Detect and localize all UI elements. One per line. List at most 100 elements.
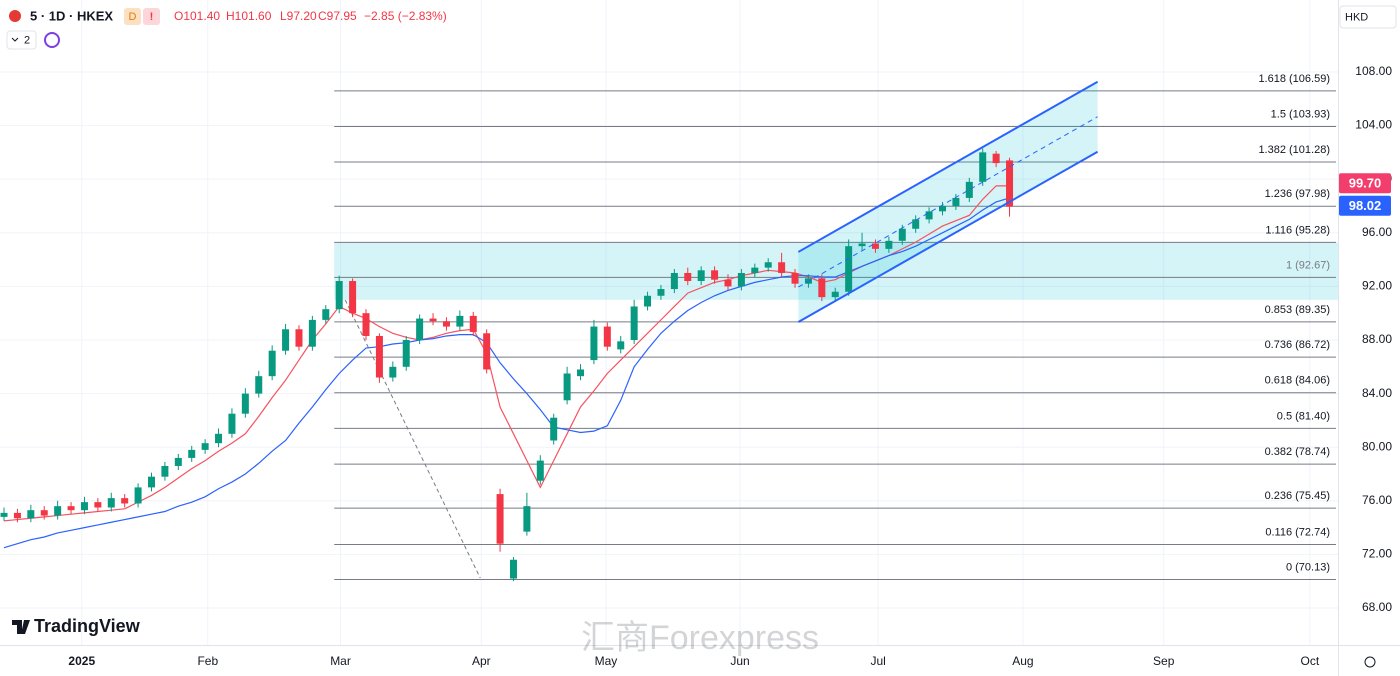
candle-body (389, 366, 397, 378)
watermark: 汇商Forexpress (581, 619, 819, 657)
fib-label: 1.236 (97.98) (1265, 188, 1330, 200)
y-tick-label: 80.00 (1362, 439, 1392, 453)
y-tick-label: 76.00 (1362, 493, 1392, 507)
badge[interactable] (143, 8, 160, 25)
candle-body (831, 291, 839, 298)
x-tick-label: Oct (1301, 654, 1320, 668)
candle-body (161, 465, 169, 477)
candle-body (845, 246, 853, 292)
fib-label: 0.5 (81.40) (1277, 410, 1330, 422)
candle-body (724, 279, 732, 287)
candle-body (523, 506, 531, 532)
candle-body (952, 197, 960, 206)
ohlc-high: H101.60 (226, 9, 272, 23)
badge[interactable] (124, 8, 141, 25)
fib-label: 1.382 (101.28) (1258, 144, 1330, 156)
candle-body (402, 339, 410, 367)
candle-body (295, 329, 303, 347)
badge-text: ! (150, 11, 154, 23)
refresh-icon[interactable] (44, 32, 60, 48)
candle-body (174, 457, 182, 466)
candle-body (268, 350, 276, 377)
candle-body (965, 181, 973, 198)
candle-body (751, 267, 759, 273)
candle-body (456, 315, 464, 327)
candle-body (188, 449, 196, 458)
fib-label: 1.5 (103.93) (1271, 108, 1330, 120)
x-tick-label: Jun (730, 654, 749, 668)
candle-body (215, 433, 223, 444)
candle-body (791, 272, 799, 284)
candle-body (858, 243, 866, 247)
symbol: 5 · 1D · HKEX (30, 8, 113, 23)
ohlc-close: C97.95 (318, 9, 357, 23)
candle-body (147, 476, 155, 488)
indicator-count: 2 (24, 34, 30, 46)
candle-body (577, 369, 585, 377)
candle-body (80, 502, 88, 511)
grid-layer (0, 0, 1338, 645)
settings-icon[interactable] (1364, 656, 1376, 668)
brand: TradingView (34, 616, 141, 636)
currency-box[interactable] (1339, 5, 1397, 29)
candle-body (0, 512, 8, 517)
channel-upper (797, 80, 1099, 253)
candle-body (201, 443, 209, 450)
candle-body (684, 272, 692, 282)
candle-body (925, 211, 933, 220)
candle-body (938, 205, 946, 212)
channel-lower (797, 150, 1099, 323)
candle-body (228, 413, 236, 434)
ohlc-change: −2.85 (−2.83%) (364, 9, 447, 23)
candle-body (871, 243, 879, 249)
candle-body (429, 318, 437, 322)
candle-body (670, 272, 678, 290)
candle-body (778, 262, 786, 273)
fib-label: 1.618 (106.59) (1258, 73, 1330, 85)
y-tick-label: 104.00 (1355, 118, 1392, 132)
candle-body (308, 319, 316, 347)
fib-label: 0 (70.13) (1286, 561, 1330, 573)
candle-body (13, 512, 21, 519)
fib-label: 0.736 (86.72) (1265, 339, 1330, 351)
moving-average (3, 197, 1010, 549)
y-tick-label: 108.00 (1355, 64, 1392, 78)
candle-body (94, 502, 102, 508)
indicator-toggle[interactable] (6, 30, 37, 50)
candle-body (322, 309, 330, 320)
fib-label: 0.116 (72.74) (1265, 526, 1330, 538)
candle-body (335, 281, 343, 310)
candle-body (563, 373, 571, 401)
candle-body (241, 393, 249, 414)
y-tick-label: 88.00 (1362, 332, 1392, 346)
price-label-box (1339, 173, 1391, 194)
x-tick-label: 2025 (68, 654, 95, 668)
y-tick-label: 84.00 (1362, 386, 1392, 400)
candle-body (67, 506, 75, 511)
candle-body (536, 460, 544, 481)
candle-body (657, 289, 665, 296)
candle-body (898, 228, 906, 241)
fib-zone (334, 242, 1338, 300)
candle-body (107, 498, 115, 508)
candle-body (885, 240, 893, 249)
fib-label: 0.382 (78.74) (1265, 446, 1330, 458)
x-tick-label: Mar (330, 654, 351, 668)
x-tick-label: Sep (1153, 654, 1175, 668)
price-label: 99.70 (1349, 176, 1382, 191)
fib-label: 1 (92.67) (1286, 259, 1330, 271)
candle-body (1006, 160, 1014, 207)
candle-body (617, 341, 625, 350)
candle-body (992, 153, 1000, 164)
y-tick-label: 68.00 (1362, 600, 1392, 614)
candle-body (442, 321, 450, 327)
x-tick-label: Aug (1012, 654, 1033, 668)
chevron (11, 37, 19, 42)
price-label: 98.02 (1349, 198, 1382, 213)
candle-body (979, 152, 987, 182)
candle-body (27, 510, 35, 519)
candle-body (362, 313, 370, 336)
candle-body (737, 272, 745, 287)
candle-body (711, 270, 719, 280)
